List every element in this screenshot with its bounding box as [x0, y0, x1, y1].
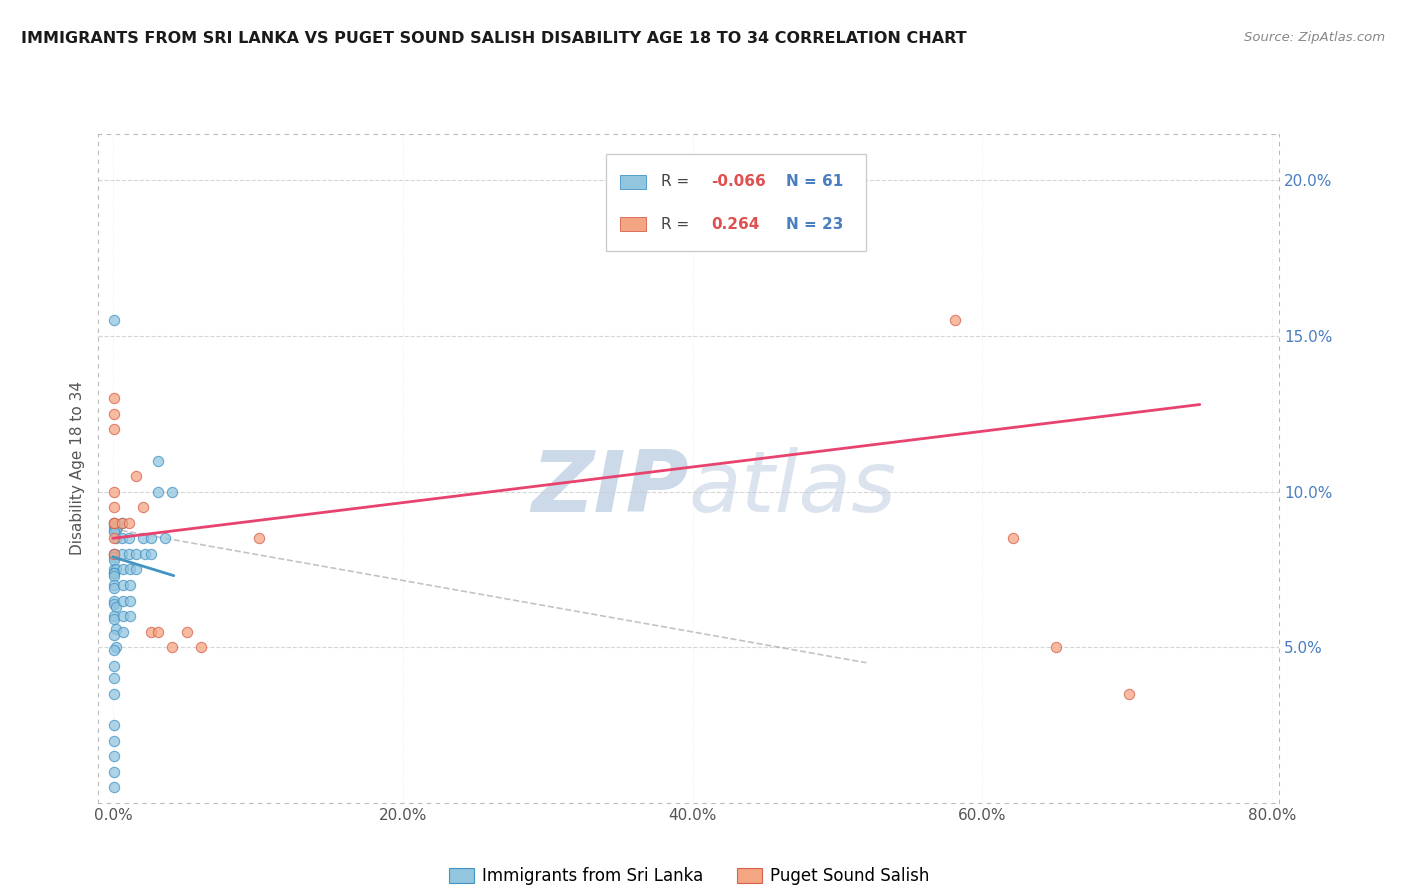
Point — [103, 628, 125, 642]
Point — [103, 553, 125, 567]
Point — [125, 469, 148, 483]
Point — [139, 547, 162, 561]
Point — [103, 313, 125, 327]
Point — [110, 547, 132, 561]
Point — [103, 749, 125, 764]
Point — [112, 624, 135, 639]
Point — [103, 525, 125, 540]
Text: N = 61: N = 61 — [786, 175, 844, 189]
FancyBboxPatch shape — [620, 175, 647, 189]
Point — [139, 531, 162, 545]
Point — [190, 640, 212, 655]
Point — [112, 609, 135, 624]
Point — [103, 484, 125, 499]
Point — [132, 531, 155, 545]
Point — [118, 531, 141, 545]
Text: ZIP: ZIP — [531, 447, 689, 530]
Point — [105, 519, 128, 533]
Point — [120, 578, 142, 592]
Point — [103, 519, 125, 533]
Point — [104, 622, 127, 636]
Point — [103, 612, 125, 626]
Point — [103, 718, 125, 732]
Legend: Immigrants from Sri Lanka, Puget Sound Salish: Immigrants from Sri Lanka, Puget Sound S… — [441, 860, 936, 891]
Text: atlas: atlas — [689, 447, 897, 530]
Point — [125, 547, 148, 561]
Point — [125, 562, 148, 576]
Point — [132, 500, 155, 515]
Point — [104, 599, 127, 614]
Text: -0.066: -0.066 — [711, 175, 766, 189]
Point — [103, 392, 125, 406]
Point — [146, 624, 169, 639]
Point — [110, 516, 132, 530]
FancyBboxPatch shape — [606, 154, 866, 251]
Point — [120, 562, 142, 576]
Point — [104, 531, 127, 545]
Point — [112, 562, 135, 576]
Point — [103, 549, 125, 564]
Point — [134, 547, 156, 561]
Point — [103, 407, 125, 421]
Point — [103, 516, 125, 530]
Point — [118, 516, 141, 530]
Point — [103, 593, 125, 607]
Point — [103, 568, 125, 582]
Text: Source: ZipAtlas.com: Source: ZipAtlas.com — [1244, 31, 1385, 45]
Point — [943, 313, 966, 327]
Point — [103, 562, 125, 576]
Point — [139, 624, 162, 639]
Point — [103, 547, 125, 561]
Point — [103, 566, 125, 580]
Point — [110, 516, 132, 530]
Point — [176, 624, 198, 639]
Point — [146, 484, 169, 499]
Point — [103, 780, 125, 795]
Point — [103, 578, 125, 592]
Point — [1001, 531, 1024, 545]
Point — [1118, 687, 1140, 701]
Y-axis label: Disability Age 18 to 34: Disability Age 18 to 34 — [69, 381, 84, 556]
Text: R =: R = — [661, 175, 693, 189]
Text: 0.264: 0.264 — [711, 217, 759, 232]
Point — [103, 422, 125, 436]
Point — [120, 609, 142, 624]
Point — [1045, 640, 1067, 655]
Point — [103, 643, 125, 657]
Point — [103, 597, 125, 611]
Point — [103, 516, 125, 530]
Point — [103, 764, 125, 779]
Point — [104, 562, 127, 576]
Point — [146, 453, 169, 467]
Point — [103, 581, 125, 595]
Point — [103, 687, 125, 701]
Point — [162, 484, 184, 499]
Point — [104, 640, 127, 655]
Point — [103, 566, 125, 580]
Text: R =: R = — [661, 217, 693, 232]
Point — [103, 522, 125, 536]
FancyBboxPatch shape — [620, 217, 647, 232]
Point — [162, 640, 184, 655]
Point — [103, 733, 125, 747]
Text: N = 23: N = 23 — [786, 217, 844, 232]
Point — [103, 547, 125, 561]
Point — [112, 578, 135, 592]
Point — [247, 531, 270, 545]
Point — [118, 547, 141, 561]
Point — [112, 593, 135, 607]
Point — [153, 531, 176, 545]
Point — [103, 531, 125, 545]
Point — [103, 609, 125, 624]
Point — [103, 659, 125, 673]
Point — [110, 531, 132, 545]
Text: IMMIGRANTS FROM SRI LANKA VS PUGET SOUND SALISH DISABILITY AGE 18 TO 34 CORRELAT: IMMIGRANTS FROM SRI LANKA VS PUGET SOUND… — [21, 31, 967, 46]
Point — [103, 671, 125, 685]
Point — [103, 516, 125, 530]
Point — [104, 522, 127, 536]
Point — [104, 522, 127, 536]
Point — [103, 500, 125, 515]
Point — [120, 593, 142, 607]
Point — [103, 547, 125, 561]
